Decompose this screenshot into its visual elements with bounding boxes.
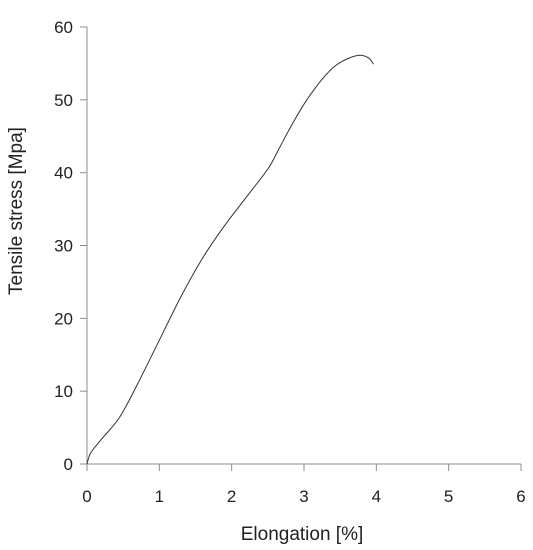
x-axis-title: Elongation [%] (241, 524, 364, 545)
x-tick-label: 3 (299, 487, 308, 506)
x-axis-ticks: 0 1 2 3 4 5 6 (82, 464, 526, 506)
x-tick-label: 2 (227, 487, 236, 506)
y-tick-label: 40 (54, 164, 73, 183)
x-tick-label: 0 (82, 487, 91, 506)
x-tick-label: 1 (155, 487, 164, 506)
x-tick-label: 4 (372, 487, 381, 506)
y-tick-label: 20 (54, 309, 73, 328)
y-tick-label: 10 (54, 382, 73, 401)
y-tick-label: 50 (54, 91, 73, 110)
x-tick-label: 6 (516, 487, 525, 506)
y-axis-title: Tensile stress [Mpa] (6, 127, 27, 295)
y-axis-ticks: 0 10 20 30 40 50 60 (54, 18, 87, 474)
y-tick-label: 30 (54, 237, 73, 256)
y-tick-label: 60 (54, 18, 73, 37)
x-tick-label: 5 (444, 487, 453, 506)
stress-strain-curve (86, 54, 374, 465)
y-tick-label: 0 (64, 455, 73, 474)
